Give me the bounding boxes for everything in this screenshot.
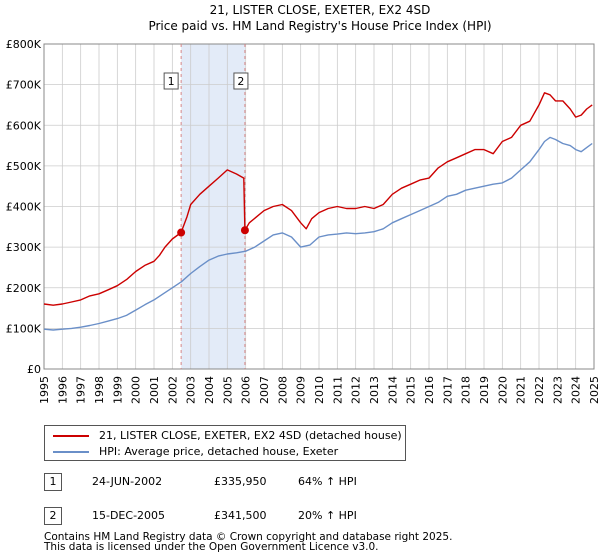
legend-swatch-price [53,435,89,437]
sale-point [177,228,186,237]
sale-hpi-change: 20% ↑ HPI [298,509,357,522]
legend-label-price: 21, LISTER CLOSE, EXETER, EX2 4SD (detac… [99,429,402,442]
x-tick-label: 2013 [368,376,381,404]
footer-copyright: Contains HM Land Registry data © Crown c… [44,531,453,543]
chart-subtitle: Price paid vs. HM Land Registry's House … [148,19,491,33]
x-tick-label: 2017 [441,376,454,404]
x-tick-label: 2024 [570,376,583,404]
y-tick-label: £500K [6,160,42,173]
price-chart: 21, LISTER CLOSE, EXETER, EX2 4SD Price … [6,3,600,404]
x-tick-label: 2011 [331,376,344,404]
x-tick-label: 2009 [295,376,308,404]
footer: Contains HM Land Registry data © Crown c… [44,531,453,553]
x-tick-label: 2018 [460,376,473,404]
x-tick-label: 2015 [405,376,418,404]
x-tick-label: 2016 [423,376,436,404]
sale-number-badge: 2 [44,507,62,525]
x-tick-label: 2022 [533,376,546,404]
x-tick-label: 1995 [38,376,51,404]
y-tick-label: £800K [6,38,42,51]
sale-hpi-change: 64% ↑ HPI [298,475,357,488]
x-tick-label: 2002 [166,376,179,404]
sale-marker-label: 2 [237,75,244,88]
x-tick-label: 2025 [588,376,600,404]
price-paid-line [43,92,593,306]
sale-price: £341,500 [214,509,267,522]
sale-number-badge: 1 [44,473,62,491]
x-tick-label: 2007 [258,376,271,404]
x-tick-label: 1999 [111,376,124,404]
x-tick-label: 2023 [551,376,564,404]
x-tick-label: 2005 [221,376,234,404]
chart-title: 21, LISTER CLOSE, EXETER, EX2 4SD [210,3,431,17]
x-tick-label: 2021 [515,376,528,404]
y-tick-label: £100K [6,322,42,335]
x-tick-label: 2008 [276,376,289,404]
x-tick-label: 2001 [148,376,161,404]
sale-marker-box [163,72,179,90]
sale-date: 24-JUN-2002 [92,475,163,488]
footer-license: This data is licensed under the Open Gov… [44,541,379,553]
legend-label-hpi: HPI: Average price, detached house, Exet… [99,445,339,458]
hpi-line [43,136,593,331]
sale-point [240,226,249,235]
x-tick-label: 2000 [130,376,143,404]
legend-swatch-hpi [53,451,89,453]
x-tick-label: 2006 [240,376,253,404]
x-tick-label: 1997 [75,376,88,404]
y-tick-label: £600K [6,119,42,132]
sale-date: 15-DEC-2005 [92,509,166,522]
x-tick-label: 2012 [350,376,363,404]
y-tick-label: £400K [6,201,42,214]
y-tick-label: £0 [27,363,41,376]
sale-price: £335,950 [214,475,267,488]
plot-frame [43,43,595,370]
x-tick-label: 1998 [93,376,106,404]
sale-marker-label: 1 [168,75,175,88]
x-tick-label: 2019 [478,376,491,404]
x-tick-label: 1996 [56,376,69,404]
x-tick-label: 2003 [185,376,198,404]
sale-marker-box [233,72,249,90]
x-tick-label: 2014 [386,376,399,404]
x-tick-label: 2010 [313,376,326,404]
x-tick-label: 2004 [203,376,216,404]
x-tick-label: 2020 [496,376,509,404]
y-tick-label: £300K [6,241,42,254]
y-tick-label: £200K [6,282,42,295]
y-tick-label: £700K [6,79,42,92]
legend: 21, LISTER CLOSE, EXETER, EX2 4SD (detac… [44,425,406,461]
